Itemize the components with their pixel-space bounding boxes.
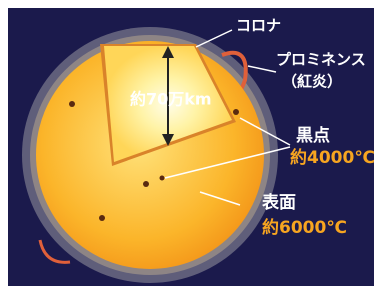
prominence-label: プロミネンス bbox=[276, 51, 366, 69]
sunspot-temp: 約4000℃ bbox=[290, 147, 375, 168]
corona-label: コロナ bbox=[236, 17, 281, 35]
sun-diagram: コロナ プロミネンス （紅炎） 約70万km 黒点 約4000℃ 表面 約600… bbox=[0, 0, 382, 294]
surface-temp: 約6000℃ bbox=[262, 217, 347, 238]
depth-label: 約70万km bbox=[130, 90, 212, 109]
sunspot-label: 黒点 bbox=[296, 125, 330, 146]
surface-label: 表面 bbox=[262, 192, 296, 213]
prominence-note: （紅炎） bbox=[282, 73, 342, 91]
